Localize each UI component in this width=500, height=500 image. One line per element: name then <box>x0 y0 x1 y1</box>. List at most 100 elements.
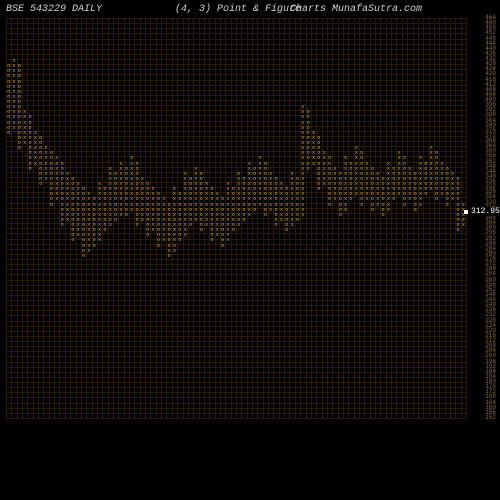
grid-line-v <box>263 18 264 418</box>
y-tick-label: 188 <box>468 369 496 375</box>
grid-line-v <box>466 18 467 418</box>
y-tick-label: 352 <box>468 159 496 165</box>
grid-line-v <box>252 18 253 418</box>
grid-line-v <box>439 18 440 418</box>
price-marker-box <box>464 210 468 214</box>
y-tick-label: 404 <box>468 92 496 98</box>
y-tick-label: 440 <box>468 46 496 52</box>
y-tick-label: 400 <box>468 97 496 103</box>
grid-line-v <box>396 18 397 418</box>
y-tick-label: 280 <box>468 251 496 257</box>
y-tick-label: 424 <box>468 66 496 72</box>
grid-line-v <box>418 18 419 418</box>
y-tick-label: 320 <box>468 200 496 206</box>
y-tick-label: 348 <box>468 164 496 170</box>
y-tick-label: 444 <box>468 41 496 47</box>
y-tick-label: 452 <box>468 30 496 36</box>
price-marker-label: 312.95 <box>470 207 500 216</box>
y-tick-label: 324 <box>468 194 496 200</box>
grid-line-v <box>429 18 430 418</box>
y-tick-label: 204 <box>468 348 496 354</box>
y-tick-label: 220 <box>468 328 496 334</box>
grid-line-v <box>38 18 39 418</box>
y-tick-label: 416 <box>468 77 496 83</box>
y-tick-label: 384 <box>468 118 496 124</box>
grid-line-v <box>434 18 435 418</box>
y-tick-label: 420 <box>468 71 496 77</box>
grid-line-v <box>268 18 269 418</box>
y-tick-label: 460 <box>468 20 496 26</box>
y-tick-label: 380 <box>468 123 496 129</box>
grid-line-v <box>22 18 23 418</box>
y-tick-label: 456 <box>468 25 496 31</box>
y-tick-label: 264 <box>468 271 496 277</box>
grid-line-v <box>423 18 424 418</box>
grid-line-v <box>413 18 414 418</box>
grid-line-v <box>247 18 248 418</box>
grid-line-v <box>364 18 365 418</box>
y-tick-label: 292 <box>468 236 496 242</box>
y-tick-label: 212 <box>468 338 496 344</box>
y-tick-label: 176 <box>468 384 496 390</box>
grid-line-v <box>391 18 392 418</box>
y-tick-label: 180 <box>468 379 496 385</box>
y-tick-label: 272 <box>468 261 496 267</box>
y-tick-label: 412 <box>468 82 496 88</box>
y-tick-label: 236 <box>468 307 496 313</box>
chart-header: BSE 543229 DAILY (4, 3) Point & Figure C… <box>0 4 500 18</box>
y-tick-label: 304 <box>468 220 496 226</box>
y-tick-label: 252 <box>468 287 496 293</box>
chart-pnf-spec: (4, 3) Point & Figure <box>175 4 301 15</box>
y-tick-label: 428 <box>468 61 496 67</box>
y-tick-label: 368 <box>468 138 496 144</box>
y-tick-label: 396 <box>468 102 496 108</box>
y-tick-label: 240 <box>468 302 496 308</box>
y-tick-label: 268 <box>468 266 496 272</box>
y-tick-label: 276 <box>468 256 496 262</box>
y-tick-label: 160 <box>468 405 496 411</box>
grid-line-v <box>445 18 446 418</box>
y-tick-label: 392 <box>468 107 496 113</box>
y-tick-label: 436 <box>468 51 496 57</box>
grid-line-v <box>375 18 376 418</box>
grid-line-v <box>327 18 328 418</box>
grid-line-v <box>300 18 301 418</box>
grid-line-v <box>348 18 349 418</box>
y-tick-label: 372 <box>468 133 496 139</box>
grid-line-v <box>129 18 130 418</box>
y-tick-label: 336 <box>468 179 496 185</box>
y-tick-label: 288 <box>468 241 496 247</box>
grid-line-v <box>359 18 360 418</box>
y-tick-label: 364 <box>468 143 496 149</box>
grid-line-v <box>27 18 28 418</box>
y-tick-label: 328 <box>468 189 496 195</box>
grid-line-v <box>43 18 44 418</box>
grid-line-v <box>311 18 312 418</box>
grid-line-v <box>49 18 50 418</box>
y-tick-label: 332 <box>468 184 496 190</box>
grid-line-v <box>343 18 344 418</box>
y-tick-label: 376 <box>468 128 496 134</box>
grid-line-v <box>338 18 339 418</box>
chart-credit: Charts MunafaSutra.com <box>290 4 422 15</box>
y-tick-label: 228 <box>468 318 496 324</box>
y-tick-label: 224 <box>468 323 496 329</box>
grid-line-v <box>354 18 355 418</box>
y-tick-label: 208 <box>468 343 496 349</box>
grid-line-v <box>54 18 55 418</box>
y-tick-label: 164 <box>468 400 496 406</box>
grid-line-v <box>118 18 119 418</box>
grid-line-v <box>450 18 451 418</box>
y-tick-label: 244 <box>468 297 496 303</box>
grid-line-v <box>370 18 371 418</box>
grid-line-v <box>124 18 125 418</box>
chart-container: BSE 543229 DAILY (4, 3) Point & Figure C… <box>0 0 500 500</box>
chart-plot-area: O O O O O O O O O O O O O O X X X X X X … <box>6 18 466 418</box>
grid-line-v <box>316 18 317 418</box>
grid-line-v <box>322 18 323 418</box>
grid-line-v <box>386 18 387 418</box>
y-tick-label: 168 <box>468 394 496 400</box>
y-tick-label: 344 <box>468 169 496 175</box>
y-tick-label: 200 <box>468 353 496 359</box>
grid-line-v <box>407 18 408 418</box>
